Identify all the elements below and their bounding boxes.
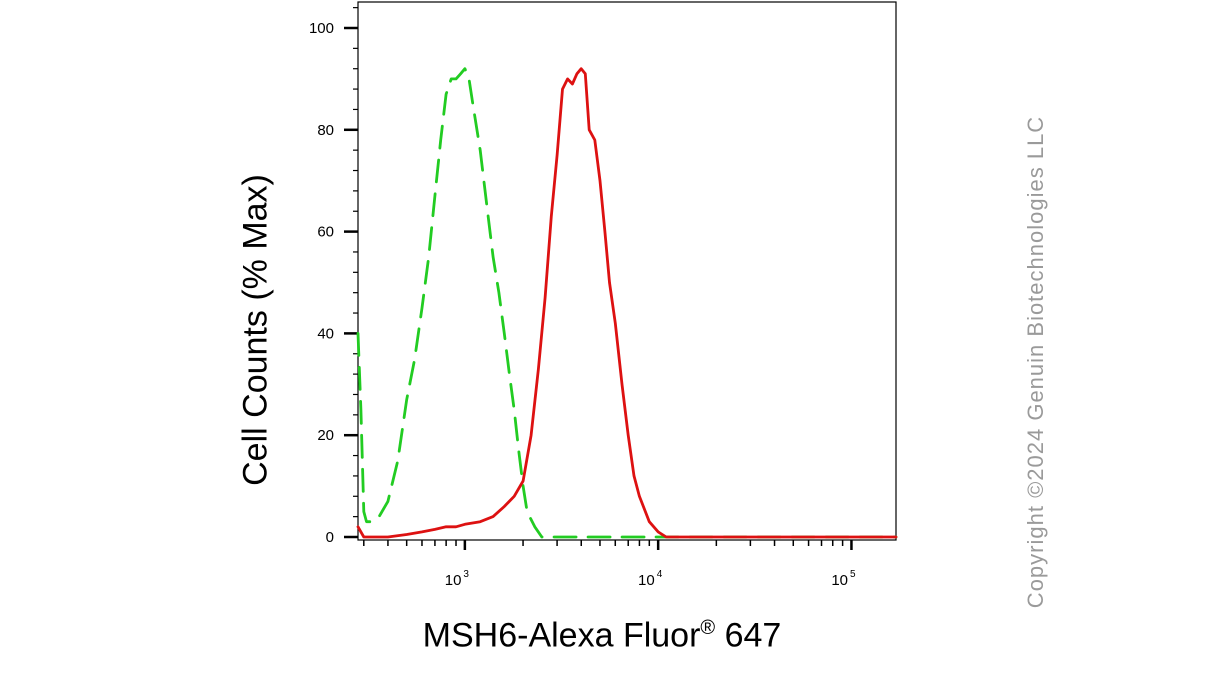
y-tick-label: 20 xyxy=(317,427,334,444)
registered-mark: ® xyxy=(700,617,716,640)
series-line-2 xyxy=(356,67,898,539)
y-tick-label: 0 xyxy=(326,529,334,546)
y-tick-label: 60 xyxy=(317,224,334,241)
x-axis-label-main: MSH6-Alexa Fluor xyxy=(422,616,701,655)
x-tick-label: 10 3 xyxy=(445,569,470,589)
x-tick-label: 10 4 xyxy=(638,569,663,589)
x-axis-label-tail: 647 xyxy=(715,616,782,655)
x-axis-label: MSH6-Alexa Fluor® 647 xyxy=(423,617,782,656)
axes: 0 20 40 60 80 100 10 3 10 4 10 5 xyxy=(309,1,897,589)
y-tick-label: 100 xyxy=(309,20,334,37)
copyright-text: Copyright ©2024 Genuin Biotechnologies L… xyxy=(1023,115,1048,609)
y-tick-label: 80 xyxy=(317,122,334,139)
series-line-1 xyxy=(356,67,898,539)
y-tick-label: 40 xyxy=(317,325,334,342)
series-layer xyxy=(356,67,898,539)
y-axis-label: Cell Counts (% Max) xyxy=(236,174,275,486)
x-tick-label: 10 5 xyxy=(831,569,856,589)
plot-frame xyxy=(357,1,897,541)
